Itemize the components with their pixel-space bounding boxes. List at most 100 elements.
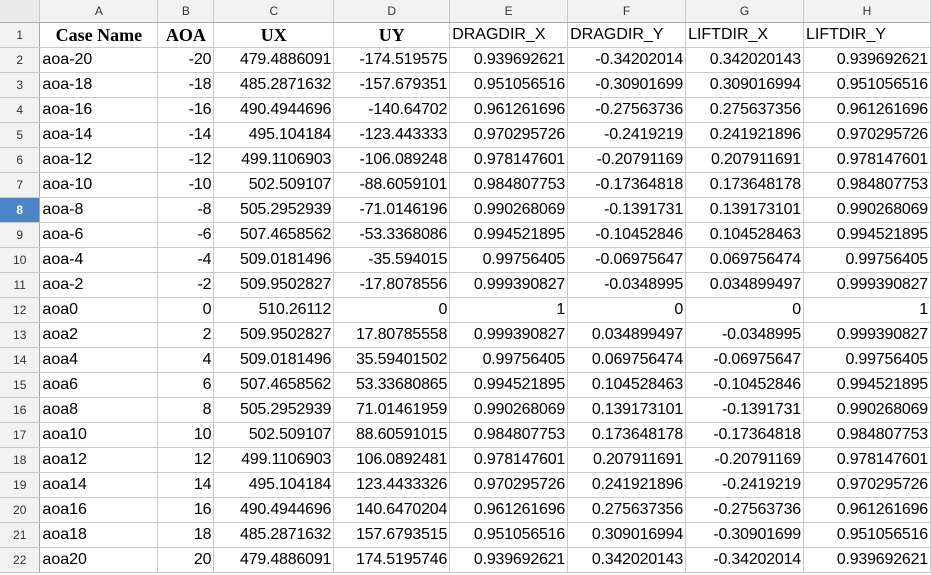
data-cell[interactable]: 35.59401502 (333, 347, 451, 373)
data-cell[interactable]: 0.990268069 (803, 197, 931, 223)
data-cell[interactable]: 0.984807753 (803, 422, 931, 448)
data-cell[interactable]: 1 (449, 297, 569, 323)
data-cell[interactable]: 0.999390827 (803, 322, 931, 348)
data-cell[interactable]: aoa-8 (39, 197, 159, 223)
data-cell[interactable]: aoa4 (39, 347, 159, 373)
column-header-d[interactable]: D (333, 0, 451, 23)
data-cell[interactable]: 0.173648178 (685, 172, 804, 198)
data-cell[interactable]: -10 (157, 172, 215, 198)
data-cell[interactable]: 0.951056516 (449, 522, 569, 548)
data-cell[interactable]: 140.6470204 (333, 497, 451, 523)
column-header-g[interactable]: G (685, 0, 804, 23)
data-cell[interactable]: 53.33680865 (333, 372, 451, 398)
data-cell[interactable]: aoa-14 (39, 122, 159, 148)
data-cell[interactable]: 0.978147601 (449, 447, 569, 473)
row-header[interactable]: 14 (0, 347, 41, 373)
data-cell[interactable]: 0.978147601 (449, 147, 569, 173)
data-cell[interactable]: 0.961261696 (449, 97, 569, 123)
data-cell[interactable]: -17.8078556 (333, 272, 451, 298)
data-cell[interactable]: 0.241921896 (567, 472, 687, 498)
row-header[interactable]: 6 (0, 147, 41, 173)
row-header[interactable]: 11 (0, 272, 41, 298)
data-cell[interactable]: aoa16 (39, 497, 159, 523)
data-cell[interactable]: 0.207911691 (567, 447, 687, 473)
data-cell[interactable]: aoa-12 (39, 147, 159, 173)
data-cell[interactable]: 479.4886091 (213, 547, 335, 573)
data-cell[interactable]: -88.6059101 (333, 172, 451, 198)
data-cell[interactable]: 509.0181496 (213, 247, 335, 273)
data-cell[interactable]: -4 (157, 247, 215, 273)
data-cell[interactable]: aoa2 (39, 322, 159, 348)
row-header[interactable]: 18 (0, 447, 41, 473)
data-cell[interactable]: 0.173648178 (567, 422, 687, 448)
data-cell[interactable]: 0.939692621 (449, 47, 569, 73)
data-cell[interactable]: 499.1106903 (213, 447, 335, 473)
data-cell[interactable]: 0 (157, 297, 215, 323)
data-cell[interactable]: 88.60591015 (333, 422, 451, 448)
data-cell[interactable]: aoa8 (39, 397, 159, 423)
data-cell[interactable]: 509.9502827 (213, 272, 335, 298)
data-cell[interactable]: -0.27563736 (567, 97, 687, 123)
data-cell[interactable]: -123.443333 (333, 122, 451, 148)
data-cell[interactable]: aoa6 (39, 372, 159, 398)
data-cell[interactable]: -12 (157, 147, 215, 173)
row-header[interactable]: 8 (0, 197, 41, 223)
data-cell[interactable]: aoa-16 (39, 97, 159, 123)
data-cell[interactable]: 0.999390827 (803, 272, 931, 298)
data-cell[interactable]: 17.80785558 (333, 322, 451, 348)
column-header-e[interactable]: E (449, 0, 569, 23)
data-cell[interactable]: -0.17364818 (685, 422, 804, 448)
data-cell[interactable]: 0.994521895 (449, 372, 569, 398)
data-cell[interactable]: -0.10452846 (567, 222, 687, 248)
select-all-corner[interactable] (0, 0, 41, 23)
data-cell[interactable]: 157.6793515 (333, 522, 451, 548)
data-cell[interactable]: 499.1106903 (213, 147, 335, 173)
data-cell[interactable]: -0.2419219 (685, 472, 804, 498)
data-cell[interactable]: -157.679351 (333, 72, 451, 98)
data-cell[interactable]: 0.309016994 (685, 72, 804, 98)
data-cell[interactable]: 0.999390827 (449, 272, 569, 298)
data-cell[interactable]: 0.069756474 (567, 347, 687, 373)
data-cell[interactable]: aoa18 (39, 522, 159, 548)
data-cell[interactable]: 0.994521895 (449, 222, 569, 248)
data-cell[interactable]: -53.3368086 (333, 222, 451, 248)
data-cell[interactable]: -6 (157, 222, 215, 248)
header-cell[interactable]: LIFTDIR_X (685, 22, 804, 48)
data-cell[interactable]: 0.951056516 (803, 72, 931, 98)
column-header-h[interactable]: H (803, 0, 931, 23)
data-cell[interactable]: -0.30901699 (685, 522, 804, 548)
data-cell[interactable]: 0.999390827 (449, 322, 569, 348)
data-cell[interactable]: 0.984807753 (449, 422, 569, 448)
data-cell[interactable]: 0.241921896 (685, 122, 804, 148)
data-cell[interactable]: 0.951056516 (803, 522, 931, 548)
data-cell[interactable]: -35.594015 (333, 247, 451, 273)
data-cell[interactable]: 0.034899497 (567, 322, 687, 348)
row-header[interactable]: 12 (0, 297, 41, 323)
data-cell[interactable]: 0.961261696 (803, 97, 931, 123)
row-header[interactable]: 22 (0, 547, 41, 573)
data-cell[interactable]: 510.26112 (213, 297, 335, 323)
data-cell[interactable]: 16 (157, 497, 215, 523)
data-cell[interactable]: 490.4944696 (213, 97, 335, 123)
data-cell[interactable]: -71.0146196 (333, 197, 451, 223)
data-cell[interactable]: 479.4886091 (213, 47, 335, 73)
data-cell[interactable]: 20 (157, 547, 215, 573)
data-cell[interactable]: 0.99756405 (449, 347, 569, 373)
row-header[interactable]: 13 (0, 322, 41, 348)
row-header[interactable]: 4 (0, 97, 41, 123)
column-header-a[interactable]: A (39, 0, 159, 23)
row-header[interactable]: 3 (0, 72, 41, 98)
header-cell[interactable]: LIFTDIR_Y (803, 22, 931, 48)
data-cell[interactable]: 502.509107 (213, 422, 335, 448)
data-cell[interactable]: 0.978147601 (803, 147, 931, 173)
data-cell[interactable]: 123.4433326 (333, 472, 451, 498)
row-header[interactable]: 5 (0, 122, 41, 148)
data-cell[interactable]: -0.30901699 (567, 72, 687, 98)
data-cell[interactable]: -0.20791169 (567, 147, 687, 173)
data-cell[interactable]: -18 (157, 72, 215, 98)
data-cell[interactable]: aoa10 (39, 422, 159, 448)
data-cell[interactable]: 1 (803, 297, 931, 323)
data-cell[interactable]: 106.0892481 (333, 447, 451, 473)
data-cell[interactable]: 485.2871632 (213, 522, 335, 548)
row-header[interactable]: 16 (0, 397, 41, 423)
